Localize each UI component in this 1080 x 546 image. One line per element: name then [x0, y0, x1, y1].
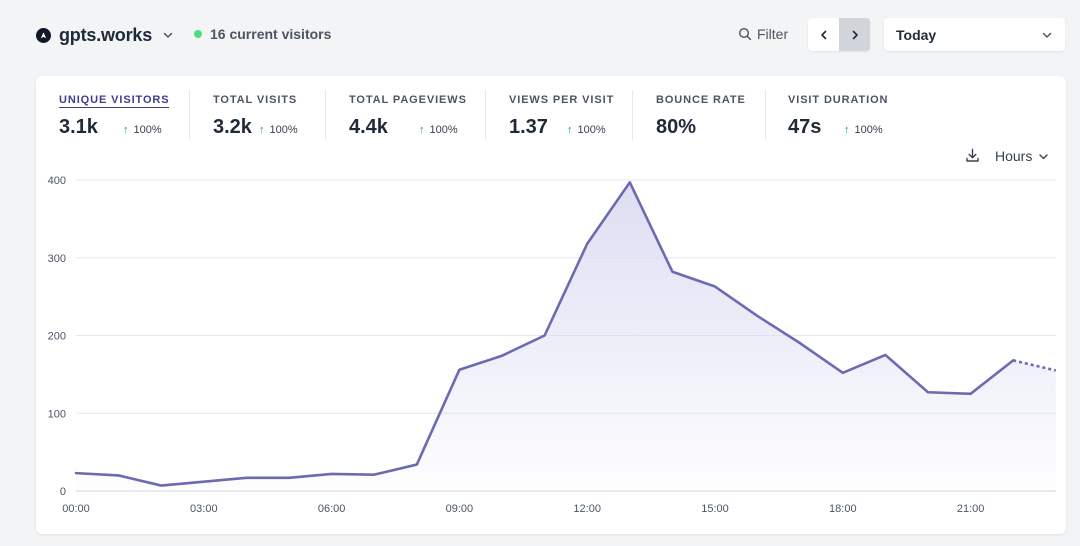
data-point[interactable]: [70, 467, 82, 479]
previous-period-button[interactable]: [808, 18, 839, 51]
filter-label: Filter: [757, 26, 788, 42]
live-indicator-dot: [194, 30, 202, 38]
current-visitors[interactable]: 16 current visitors: [194, 26, 331, 42]
top-bar: gpts.works 16 current visitors Filter To…: [0, 0, 1080, 70]
data-point[interactable]: [198, 476, 210, 488]
visitors-chart: 0 100 200 300 400 00:00 03:00 06:00 09:00 12:00 1…: [36, 76, 1066, 534]
y-tick-label: 100: [48, 408, 66, 420]
data-point[interactable]: [1007, 354, 1019, 366]
data-point[interactable]: [539, 330, 551, 342]
chevron-down-icon: [162, 29, 174, 41]
data-point[interactable]: [326, 468, 338, 480]
data-point[interactable]: [965, 388, 977, 400]
x-tick-label: 06:00: [318, 503, 346, 515]
data-point[interactable]: [368, 469, 380, 481]
chevron-down-icon: [1041, 29, 1053, 41]
x-tick-label: 00:00: [62, 503, 90, 515]
stats-card: UNIQUE VISITORS 3.1k ↑ 100% TOTAL VISITS …: [36, 76, 1066, 534]
data-point[interactable]: [879, 349, 891, 361]
data-point[interactable]: [922, 386, 934, 398]
filter-button[interactable]: Filter: [738, 26, 788, 42]
data-point[interactable]: [581, 238, 593, 250]
period-label: Today: [896, 27, 1041, 43]
chevron-left-icon: [819, 30, 829, 40]
y-tick-label: 400: [48, 175, 66, 187]
next-period-button[interactable]: [839, 18, 870, 51]
data-point[interactable]: [624, 176, 636, 188]
data-point[interactable]: [453, 364, 465, 376]
x-tick-label: 15:00: [701, 503, 729, 515]
data-point[interactable]: [240, 472, 252, 484]
chevron-right-icon: [850, 30, 860, 40]
data-point[interactable]: [709, 281, 721, 293]
data-point[interactable]: [411, 459, 423, 471]
series-area: [76, 182, 1056, 491]
data-point[interactable]: [752, 310, 764, 322]
x-tick-label: 18:00: [829, 503, 857, 515]
x-tick-label: 09:00: [446, 503, 474, 515]
site-name: gpts.works: [59, 25, 152, 46]
period-picker[interactable]: Today: [884, 18, 1065, 51]
y-tick-label: 200: [48, 331, 66, 343]
site-switcher[interactable]: gpts.works: [36, 22, 174, 48]
compass-icon: [36, 28, 51, 43]
data-point[interactable]: [283, 472, 295, 484]
current-visitors-text: 16 current visitors: [210, 26, 331, 42]
data-point[interactable]: [496, 350, 508, 362]
data-point[interactable]: [837, 367, 849, 379]
x-tick-label: 21:00: [957, 503, 985, 515]
search-icon: [738, 27, 752, 41]
y-tick-label: 0: [60, 486, 66, 498]
period-navigation: [808, 18, 870, 51]
data-point[interactable]: [113, 469, 125, 481]
data-point[interactable]: [155, 480, 167, 492]
data-point[interactable]: [794, 337, 806, 349]
y-tick-label: 300: [48, 253, 66, 265]
x-tick-label: 03:00: [190, 503, 218, 515]
x-tick-label: 12:00: [573, 503, 601, 515]
data-point[interactable]: [1050, 364, 1062, 376]
data-point[interactable]: [666, 266, 678, 278]
